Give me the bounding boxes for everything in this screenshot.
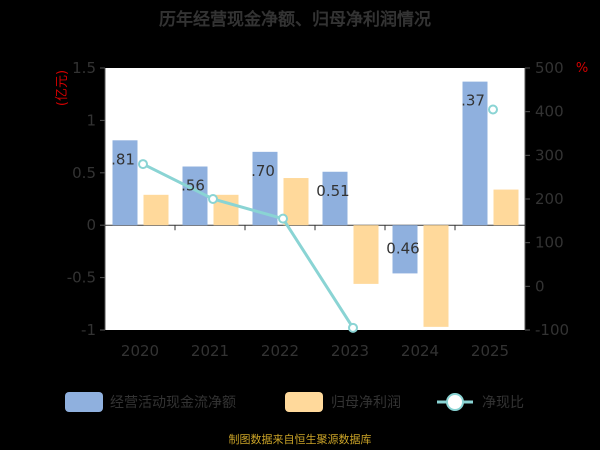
net-cash-ratio-point — [208, 194, 218, 204]
legend: 经营活动现金流净额 归母净利润 净现比 — [65, 392, 524, 412]
cash-flow-bar — [322, 171, 348, 226]
right-axis-unit: % — [576, 61, 588, 76]
right-tick-label: 400 — [535, 103, 564, 121]
legend-marker-net-cash-ratio — [446, 393, 464, 411]
cash-flow-data-label: 0.51 — [316, 182, 349, 200]
cash-flow-data-label: 0.46 — [386, 239, 419, 257]
right-tick-label: 100 — [535, 234, 564, 252]
right-tick-label: -100 — [535, 321, 569, 339]
net-profit-bar — [423, 225, 449, 327]
x-tick-label: 2025 — [471, 342, 509, 360]
legend-swatch-cash-flow — [65, 392, 103, 412]
x-tick-label: 2023 — [331, 342, 369, 360]
legend-swatch-net-profit — [285, 392, 323, 412]
left-tick-label: 1 — [86, 111, 96, 129]
left-tick-label: 0.5 — [72, 164, 96, 182]
cash-flow-data-label: .81 — [111, 150, 135, 168]
net-cash-ratio-point — [138, 159, 148, 170]
left-tick-label: -1 — [81, 321, 96, 339]
plot-background — [105, 68, 525, 330]
right-tick-label: 0 — [535, 277, 545, 295]
net-cash-ratio-point — [488, 104, 498, 115]
x-tick-label: 2021 — [191, 342, 229, 360]
legend-label-cash-flow: 经营活动现金流净额 — [110, 395, 236, 411]
source-note: 制图数据来自恒生聚源数据库 — [229, 432, 372, 446]
legend-label-net-cash-ratio: 净现比 — [482, 395, 524, 411]
net-cash-ratio-line — [142, 162, 355, 329]
net-profit-bar — [353, 225, 379, 284]
cash-flow-bar — [182, 166, 208, 226]
left-tick-label: 0 — [86, 216, 96, 234]
x-tick-label: 2020 — [121, 342, 159, 360]
chart-title: 历年经营现金净额、归母净利润情况 — [159, 9, 431, 30]
net-profit-bar — [143, 194, 169, 226]
cash-flow-bar — [392, 225, 418, 274]
left-tick-label: -0.5 — [67, 269, 96, 287]
cash-flow-bar — [462, 81, 488, 226]
plot-area: 1.5 1 0.5 0 -0.5 -1 500 400 300 200 100 0 -100 2020 20… — [67, 59, 569, 360]
left-axis-unit: (亿元) — [55, 70, 70, 106]
x-tick-label: 2024 — [401, 342, 439, 360]
cash-flow-bar — [112, 140, 138, 226]
legend-label-net-profit: 归母净利润 — [331, 394, 401, 411]
x-tick-label: 2022 — [261, 342, 299, 360]
right-tick-label: 200 — [535, 190, 564, 208]
right-tick-label: 300 — [535, 146, 564, 164]
net-profit-bar — [493, 189, 519, 226]
net-cash-ratio-point — [278, 213, 288, 224]
cash-flow-data-label: .70 — [251, 162, 275, 180]
cash-flow-data-label: .56 — [181, 177, 205, 195]
net-cash-ratio-point — [348, 322, 358, 333]
right-tick-label: 500 — [535, 59, 564, 77]
cash-flow-data-label: .37 — [461, 92, 485, 110]
left-tick-label: 1.5 — [72, 59, 96, 77]
